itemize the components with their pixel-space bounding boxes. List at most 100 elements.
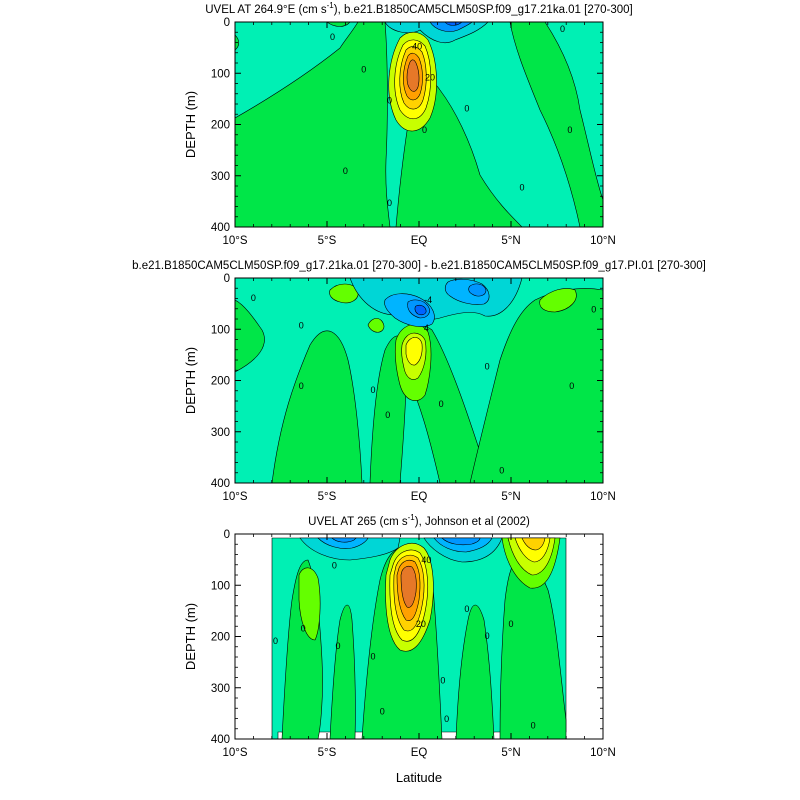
contour-label: 4 [424, 323, 429, 333]
contour-label: 0 [336, 641, 341, 651]
eastward-region [509, 22, 603, 227]
x-axis-label: Latitude [396, 770, 442, 785]
y-tick-label: 100 [211, 580, 230, 592]
x-tick-label: 10°N [590, 491, 616, 503]
positive-anomaly [405, 337, 423, 366]
contour-label: 0 [440, 676, 445, 686]
x-tick-label: 10°S [222, 491, 247, 503]
y-tick-label: 300 [211, 171, 230, 183]
westward-region [441, 537, 481, 546]
contour-label: -4 [424, 295, 432, 305]
panel-2-title: b.e21.B1850CAM5CLM50SP.f09_g17.21ka.01 [… [132, 260, 706, 272]
positive-anomaly [367, 318, 385, 333]
positive-anomaly [539, 288, 577, 313]
y-tick-label: 200 [211, 120, 230, 132]
panel-1-contour-field [235, 22, 603, 227]
y-tick-label: 400 [211, 478, 230, 490]
contour-label: 0 [273, 636, 278, 646]
x-tick-label: 5°N [501, 491, 520, 503]
panel-1-title: UVEL AT 264.9°E (cm s-1), b.e21.B1850CAM… [205, 1, 632, 16]
contour-label: 0 [560, 24, 565, 34]
eastward-region [298, 567, 321, 641]
contour-label: 0 [485, 362, 490, 372]
contour-label: 0 [485, 631, 490, 641]
westward-region [317, 537, 369, 549]
panel-2: b.e21.B1850CAM5CLM50SP.f09_g17.21ka.01 [… [132, 260, 706, 483]
contour-label: 40 [412, 42, 422, 52]
contour-label: 0 [508, 619, 513, 629]
x-tick-label: 5°S [318, 235, 337, 247]
contour-label: 0 [387, 198, 392, 208]
panel-2-contour-field [235, 278, 603, 483]
y-tick-label: 0 [224, 273, 230, 285]
contour-label: 0 [439, 399, 444, 409]
positive-anomaly [271, 330, 363, 483]
panel-3-contour-field [235, 534, 603, 739]
x-tick-label: EQ [411, 491, 428, 503]
y-tick-label: 200 [211, 632, 230, 644]
contour-label: 0 [301, 623, 306, 633]
undercurrent-core [400, 565, 417, 608]
contour-label: 0 [330, 32, 335, 42]
contour-label: 0 [370, 651, 375, 661]
negative-anomaly [414, 304, 427, 316]
contour-label: 0 [520, 183, 525, 193]
y-axis-label: DEPTH (m) [183, 603, 198, 670]
contour-label: 20 [416, 619, 426, 629]
contour-label: 0 [361, 65, 366, 75]
panel-1: UVEL AT 264.9°E (cm s-1), b.e21.B1850CAM… [205, 1, 633, 227]
y-tick-label: 100 [211, 324, 230, 336]
positive-anomaly [469, 288, 603, 483]
x-tick-label: EQ [411, 747, 428, 759]
eastward-surface-jet [521, 537, 546, 551]
x-tick-label: 10°S [222, 235, 247, 247]
negative-anomaly [468, 283, 487, 297]
contour-label: 0 [531, 721, 536, 731]
contour-label: 40 [421, 555, 431, 565]
y-tick-label: 400 [211, 734, 230, 746]
westward-region [429, 22, 473, 32]
x-tick-label: 10°S [222, 747, 247, 759]
contour-label: 20 [425, 72, 435, 82]
contour-label: 0 [422, 125, 427, 135]
contour-label: 0 [569, 381, 574, 391]
panel-3: UVEL AT 265 (cm s-1), Johnson et al (200… [235, 513, 603, 739]
contour-label: 0 [464, 604, 469, 614]
x-tick-label: 5°N [501, 235, 520, 247]
y-tick-label: 0 [224, 17, 230, 29]
y-tick-label: 0 [224, 529, 230, 541]
x-tick-label: EQ [411, 235, 428, 247]
x-tick-label: 5°N [501, 747, 520, 759]
y-tick-label: 300 [211, 683, 230, 695]
contour-label: 0 [251, 293, 256, 303]
contour-label: 0 [385, 410, 390, 420]
contour-label: 0 [444, 714, 449, 724]
contour-label: 0 [332, 560, 337, 570]
contour-label: 0 [299, 381, 304, 391]
contour-label: 0 [591, 304, 596, 314]
undercurrent-core [406, 59, 420, 92]
contour-label: 0 [380, 706, 385, 716]
westward-region [331, 537, 357, 543]
eastward-region [329, 604, 356, 739]
y-axis-label: DEPTH (m) [183, 91, 198, 158]
panel-3-title: UVEL AT 265 (cm s-1), Johnson et al (200… [308, 513, 530, 528]
y-tick-label: 300 [211, 427, 230, 439]
contour-label: 0 [299, 321, 304, 331]
contour-label: 0 [370, 385, 375, 395]
positive-anomaly [235, 299, 265, 373]
x-tick-label: 5°S [318, 747, 337, 759]
x-tick-label: 10°N [590, 747, 616, 759]
x-tick-label: 10°N [590, 235, 616, 247]
eastward-region [455, 604, 495, 739]
contour-label: 0 [567, 125, 572, 135]
contour-label: 0 [464, 104, 469, 114]
contour-label: 0 [343, 166, 348, 176]
positive-anomaly [329, 283, 359, 304]
y-tick-label: 200 [211, 376, 230, 388]
x-tick-label: 5°S [318, 491, 337, 503]
y-tick-label: 100 [211, 68, 230, 80]
contour-label: 0 [499, 466, 504, 476]
contour-label: 0 [387, 95, 392, 105]
